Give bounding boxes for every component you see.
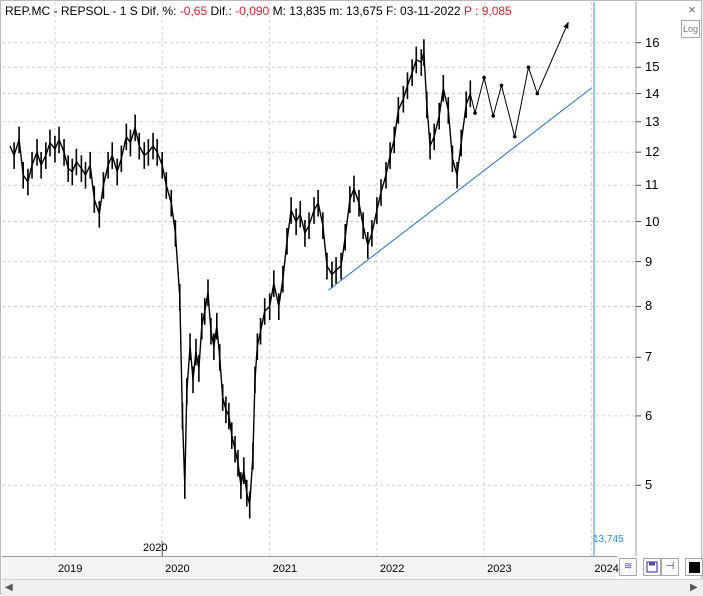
x-tick-label: 2024 <box>594 563 619 575</box>
max-label: M: <box>272 4 286 18</box>
y-tick-label: 8 <box>645 298 653 314</box>
separator: - <box>53 4 58 18</box>
y-tick-label: 7 <box>645 349 653 365</box>
date-value: 03-11-2022 <box>400 4 461 18</box>
instrument-name: REPSOL <box>60 4 110 18</box>
pin-icon[interactable]: ⊣ <box>661 558 679 576</box>
forecast-point <box>535 91 540 96</box>
symbol: REP.MC <box>5 4 51 18</box>
close-icon[interactable]: × <box>688 2 696 17</box>
axes <box>54 2 641 579</box>
y-tick-label: 16 <box>645 34 660 50</box>
price-value: 9,085 <box>481 4 512 18</box>
forecast-point <box>499 83 504 88</box>
price-label: P : <box>463 4 479 18</box>
scroll-right-icon[interactable]: ▶ <box>690 582 698 593</box>
dash: - <box>112 4 117 18</box>
y-tick-label: 14 <box>645 85 660 101</box>
forecast-path <box>469 21 569 137</box>
dif-label: Dif.: <box>210 4 232 18</box>
y-tick-label: 10 <box>645 213 660 229</box>
x-tick-label: 2020 <box>165 563 190 575</box>
support-trendline <box>328 87 592 291</box>
x-tick-label: 2023 <box>487 563 512 575</box>
forecast-point <box>512 134 517 139</box>
forecast-layer <box>469 21 569 139</box>
cursor-value-label: 13,745 <box>593 534 624 545</box>
forecast-point <box>473 111 477 115</box>
price-series <box>9 39 472 519</box>
dif-pct-label: Dif. %: <box>141 4 177 18</box>
top-year-label: 2020 <box>143 542 168 554</box>
horizontal-scrollbar[interactable]: ◀ ▶ <box>2 579 702 595</box>
y-tick-label: 11 <box>645 177 659 193</box>
x-tick-label: 2021 <box>272 563 298 575</box>
x-tick-label: 2019 <box>57 563 83 575</box>
y-tick-label: 13 <box>645 113 660 129</box>
quote-header: REP.MC - REPSOL - 1 S Dif. %: -0,65 Dif.… <box>5 4 512 20</box>
y-tick-label: 9 <box>645 253 653 269</box>
period: 1 S <box>119 4 138 18</box>
color-swatch-icon[interactable] <box>685 558 703 576</box>
grid <box>2 2 636 556</box>
dif-pct-value: -0,65 <box>179 4 208 18</box>
forecast-point <box>482 75 486 80</box>
x-axis <box>2 556 617 580</box>
y-tick-label: 5 <box>645 477 653 493</box>
x-tick-label: 2022 <box>379 563 405 575</box>
min-label: m: <box>329 4 343 18</box>
log-scale-button[interactable]: Log <box>681 20 700 38</box>
min-value: 13,675 <box>345 4 383 18</box>
forecast-point <box>491 114 496 118</box>
trendline-layer <box>328 87 592 291</box>
date-label: F: <box>386 4 397 18</box>
y-tick-label: 15 <box>645 59 660 75</box>
forecast-arrowhead <box>563 21 569 29</box>
save-icon[interactable] <box>643 558 661 576</box>
price-line <box>9 51 471 506</box>
collapse-icon[interactable]: ≋ <box>619 558 637 576</box>
forecast-point <box>526 65 531 70</box>
max-value: 13,835 <box>289 4 326 18</box>
scroll-left-icon[interactable]: ◀ <box>5 582 13 593</box>
y-tick-label: 12 <box>645 144 660 160</box>
y-tick-label: 6 <box>645 407 653 423</box>
dif-value: -0,090 <box>235 4 270 18</box>
